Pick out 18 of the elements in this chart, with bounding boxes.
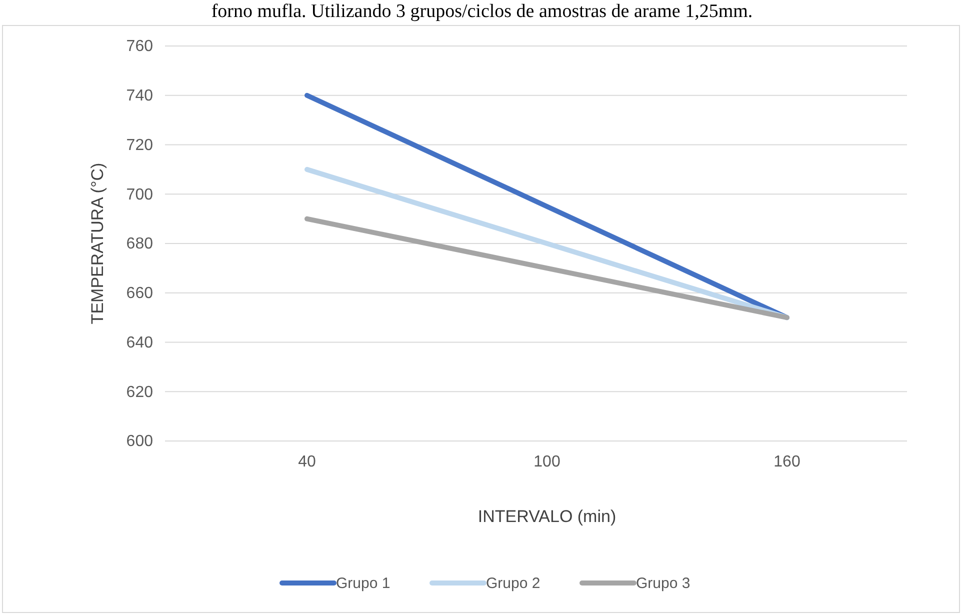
legend-label: Grupo 3 — [636, 575, 690, 592]
legend-label: Grupo 2 — [486, 575, 540, 592]
y-tick-label: 740 — [126, 87, 154, 104]
y-tick-label: 600 — [126, 433, 154, 450]
y-tick-label: 760 — [126, 38, 154, 56]
x-axis-title: INTERVALO (min) — [478, 507, 616, 526]
y-tick-label: 620 — [126, 384, 154, 401]
x-tick-label: 100 — [534, 453, 560, 470]
y-tick-label: 660 — [126, 284, 154, 302]
y-tick-label: 640 — [126, 334, 154, 352]
y-tick-label: 680 — [126, 236, 154, 253]
y-tick-label: 720 — [126, 136, 154, 154]
y-axis-title: TEMPERATURA (°C) — [88, 162, 107, 324]
chart-title: forno mufla. Utilizando 3 grupos/ciclos de amostras de arame 1,25mm. — [211, 1, 753, 22]
x-tick-label: 160 — [774, 453, 800, 470]
legend-label: Grupo 1 — [336, 575, 390, 592]
y-tick-label: 700 — [126, 186, 154, 204]
x-tick-label: 40 — [298, 453, 316, 470]
